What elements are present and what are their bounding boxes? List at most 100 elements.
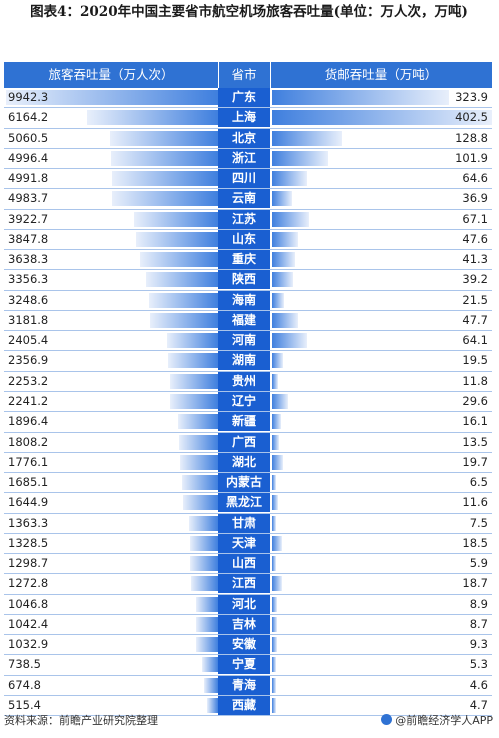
cargo-bar xyxy=(272,191,293,207)
province-label: 宁夏 xyxy=(218,655,270,675)
cargo-bar xyxy=(272,434,280,450)
brand-text: @前瞻经济学人APP xyxy=(395,714,493,727)
passenger-value: 1363.3 xyxy=(8,515,49,530)
cargo-value: 6.5 xyxy=(469,475,488,490)
passenger-value: 4991.8 xyxy=(8,171,49,186)
passenger-value: 2253.2 xyxy=(8,373,49,388)
province-label: 云南 xyxy=(218,189,270,209)
passenger-value: 1644.9 xyxy=(8,495,49,510)
province-label: 陕西 xyxy=(218,270,270,290)
passenger-bar xyxy=(182,495,218,511)
province-label: 青海 xyxy=(218,675,270,695)
passenger-value: 6164.2 xyxy=(8,110,49,125)
passenger-bar xyxy=(170,393,218,409)
passenger-bar xyxy=(180,454,218,470)
table-row: 2356.9 湖南 19.5 xyxy=(4,351,492,372)
cargo-bar xyxy=(272,312,299,328)
passenger-bar xyxy=(166,333,218,349)
province-column-header: 省市 xyxy=(231,67,257,82)
cargo-bar xyxy=(272,211,309,227)
province-label: 湖南 xyxy=(218,351,270,371)
province-label: 重庆 xyxy=(218,250,270,270)
province-label: 河北 xyxy=(218,594,270,614)
passenger-bar xyxy=(188,515,218,531)
province-label: 广西 xyxy=(218,432,270,452)
cargo-value: 19.7 xyxy=(462,454,488,469)
table-row: 738.5 宁夏 5.3 xyxy=(4,655,492,676)
brand-credit: @前瞻经济学人APP xyxy=(381,712,493,728)
cargo-bar xyxy=(272,333,308,349)
province-label: 贵州 xyxy=(218,371,270,391)
cargo-value: 67.1 xyxy=(462,211,488,226)
province-label: 北京 xyxy=(218,128,270,148)
province-label: 天津 xyxy=(218,533,270,553)
cargo-bar xyxy=(272,373,279,389)
passenger-bar xyxy=(195,616,218,632)
passenger-value: 4983.7 xyxy=(8,191,49,206)
table-row: 2405.4 河南 64.1 xyxy=(4,331,492,352)
table-row: 3248.6 海南 21.5 xyxy=(4,290,492,311)
passenger-bar xyxy=(111,191,218,207)
passenger-bar xyxy=(167,353,218,369)
cargo-value: 8.9 xyxy=(469,596,488,611)
table-row: 3638.3 重庆 41.3 xyxy=(4,250,492,271)
province-label: 海南 xyxy=(218,290,270,310)
table-row: 9942.3 广东 323.9 xyxy=(4,88,492,109)
cargo-value: 5.9 xyxy=(469,556,488,571)
passenger-value: 738.5 xyxy=(8,657,41,672)
cargo-bar xyxy=(272,252,295,268)
cargo-value: 4.6 xyxy=(469,677,488,692)
table-row: 1776.1 湖北 19.7 xyxy=(4,452,492,474)
table-row: 1046.8 河北 8.9 xyxy=(4,594,492,615)
passenger-bar xyxy=(190,576,218,592)
province-label: 安徽 xyxy=(218,635,270,655)
cargo-value: 36.9 xyxy=(462,191,488,206)
cargo-value: 64.1 xyxy=(462,333,488,348)
province-label: 山东 xyxy=(218,229,270,249)
passenger-bar xyxy=(207,697,218,713)
province-label: 吉林 xyxy=(218,614,270,634)
table-row: 5060.5 北京 128.8 xyxy=(4,128,492,149)
cargo-bar xyxy=(272,495,279,511)
table-row: 6164.2 上海 402.5 xyxy=(4,108,492,129)
table-row: 1032.9 安徽 9.3 xyxy=(4,635,492,656)
cargo-value: 402.5 xyxy=(455,110,488,125)
passenger-bar xyxy=(111,150,218,166)
passenger-bar xyxy=(179,434,218,450)
passenger-bar xyxy=(86,110,218,126)
province-label: 辽宁 xyxy=(218,391,270,411)
table-row: 1042.4 吉林 8.7 xyxy=(4,614,492,636)
passenger-bar xyxy=(203,677,218,693)
table-row: 1298.7 山西 5.9 xyxy=(4,554,492,575)
cargo-value: 18.5 xyxy=(462,535,488,550)
passenger-bar xyxy=(177,414,218,430)
cargo-bar xyxy=(272,556,276,572)
passenger-value: 2405.4 xyxy=(8,333,49,348)
passenger-column-header: 旅客吞吐量（万人次） xyxy=(48,67,174,82)
cargo-bar xyxy=(272,697,276,713)
table-row: 1272.8 江西 18.7 xyxy=(4,574,492,595)
header-divider xyxy=(270,62,271,88)
passenger-bar xyxy=(182,475,218,491)
table-row: 2241.2 辽宁 29.6 xyxy=(4,391,492,413)
province-label: 西藏 xyxy=(218,695,270,715)
cargo-value: 11.6 xyxy=(462,495,488,510)
cargo-bar xyxy=(272,393,289,409)
cargo-value: 8.7 xyxy=(469,616,488,631)
cargo-column-header: 货邮吞吐量（万吨） xyxy=(324,67,438,82)
cargo-value: 5.3 xyxy=(469,657,488,672)
table-row: 4996.4 浙江 101.9 xyxy=(4,148,492,170)
province-label: 甘肃 xyxy=(218,513,270,533)
cargo-bar xyxy=(272,454,283,470)
passenger-value: 3922.7 xyxy=(8,211,49,226)
table-body: 9942.3 广东 323.9 6164.2 上海 402.5 5060.5 北京 128.8 4… xyxy=(4,88,492,717)
cargo-bar xyxy=(272,637,278,653)
table-row: 1808.2 广西 13.5 xyxy=(4,432,492,453)
cargo-bar xyxy=(272,110,492,126)
cargo-bar xyxy=(272,231,299,247)
cargo-bar xyxy=(272,596,277,612)
passenger-bar xyxy=(6,90,218,105)
province-label: 江西 xyxy=(218,574,270,594)
brand-logo-icon xyxy=(381,714,393,725)
passenger-bar xyxy=(134,211,218,227)
